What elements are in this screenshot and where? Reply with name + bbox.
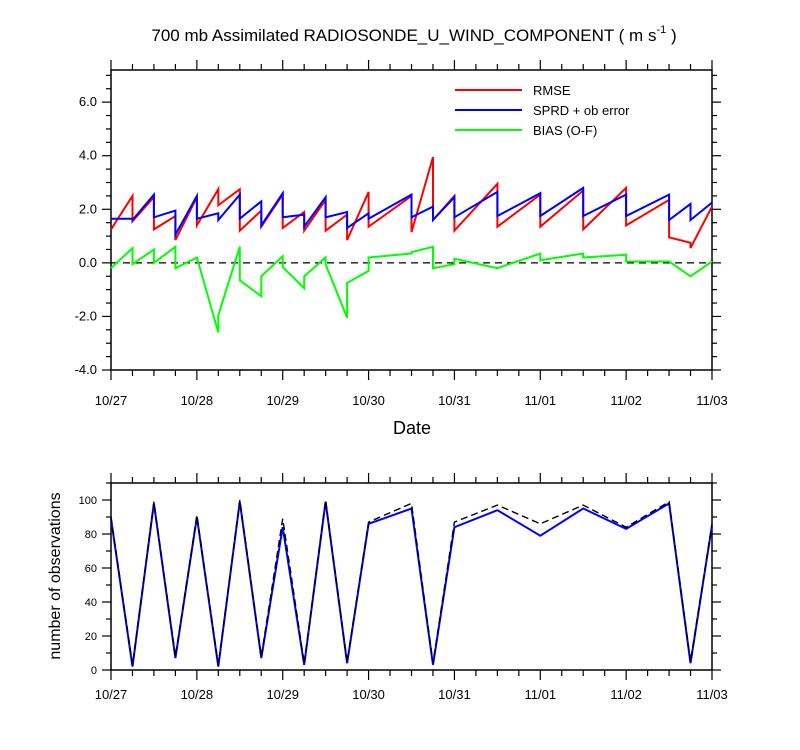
x-tick-label: 11/02 (610, 393, 642, 408)
x-tick-label: 10/29 (266, 687, 299, 702)
x-tick-label: 11/03 (696, 687, 728, 702)
top-axes: 10/27 10/28 10/29 10/30 10/31 11/01 11/02 11/03… (75, 60, 728, 408)
x-tick-label: 10/28 (181, 393, 214, 408)
y-tick-label: 20 (85, 631, 97, 643)
bias-rmse-chart: 700 mb Assimilated RADIOSONDE_U_WIND_COM… (75, 24, 728, 438)
y-tick-label: 80 (85, 529, 97, 541)
y-tick-label: 100 (79, 495, 97, 507)
x-axis-label: Date (393, 418, 431, 438)
top-series-group (110, 156, 713, 333)
x-tick-label: 11/02 (610, 687, 642, 702)
x-tick-label: 10/31 (438, 393, 471, 408)
chart-title-main: 700 mb Assimilated RADIOSONDE_U_WIND_COM… (151, 26, 656, 45)
y-tick-label: 4.0 (79, 148, 97, 163)
legend-label: BIAS (O-F) (533, 123, 597, 138)
chart-title-end: ) (666, 26, 676, 45)
x-tick-label: 10/27 (95, 687, 128, 702)
y-tick-label: 60 (85, 563, 97, 575)
observation-count-chart: 10/27 10/28 10/29 10/30 10/31 11/01 11/02 11/03… (47, 473, 728, 702)
x-tick-label: 11/01 (524, 687, 556, 702)
x-tick-label: 10/31 (438, 687, 471, 702)
x-tick-label: 11/01 (524, 393, 556, 408)
chart-title: 700 mb Assimilated RADIOSONDE_U_WIND_COM… (151, 24, 676, 45)
series-line-bias-o-f (110, 244, 713, 333)
x-tick-label: 10/27 (95, 393, 128, 408)
series-line-sprd-ob-error (111, 186, 713, 239)
y-tick-label: -2.0 (75, 308, 97, 323)
bottom-series-group (110, 499, 713, 667)
y-tick-label: 0.0 (79, 255, 97, 270)
bottom-axes: 10/27 10/28 10/29 10/30 10/31 11/01 11/02 11/03… (79, 473, 728, 702)
y-tick-label: 40 (85, 597, 97, 609)
chart-title-superscript: -1 (656, 24, 666, 36)
x-tick-label: 10/28 (181, 687, 214, 702)
y-tick-label: 6.0 (79, 94, 97, 109)
y-axis-label: number of observations (47, 492, 64, 659)
y-tick-label: -4.0 (75, 362, 97, 377)
legend-label: SPRD + ob error (533, 103, 630, 118)
x-tick-label: 10/30 (352, 687, 385, 702)
x-tick-label: 10/29 (266, 393, 299, 408)
series-line-assimilated-observations (110, 501, 713, 667)
y-tick-label: 0 (91, 665, 97, 677)
legend-label: RMSE (533, 83, 571, 98)
legend: RMSE SPRD + ob error BIAS (O-F) (455, 83, 630, 138)
x-tick-label: 11/03 (696, 393, 728, 408)
series-line-possible-observations (110, 499, 713, 666)
y-tick-label: 2.0 (79, 201, 97, 216)
x-tick-label: 10/30 (352, 393, 385, 408)
